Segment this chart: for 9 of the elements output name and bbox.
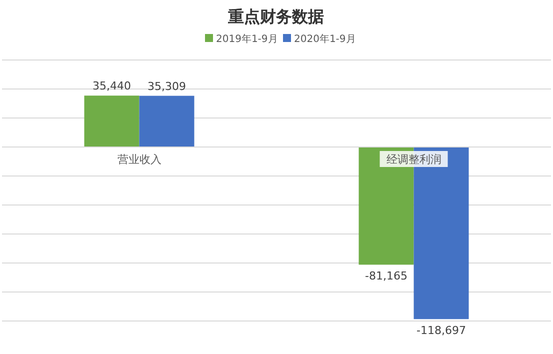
legend-label: 2020年1-9月 <box>294 33 356 45</box>
chart-title: 重点财务数据 <box>227 7 324 26</box>
legend-label: 2019年1-9月 <box>216 33 278 45</box>
data-label: 35,440 <box>92 80 131 93</box>
data-label: 35,309 <box>148 80 186 93</box>
data-label: -81,165 <box>365 270 408 283</box>
x-tick-label: 营业收入 <box>117 153 162 166</box>
x-tick-label: 经调整利润 <box>386 153 442 166</box>
data-label: -118,697 <box>416 324 466 338</box>
